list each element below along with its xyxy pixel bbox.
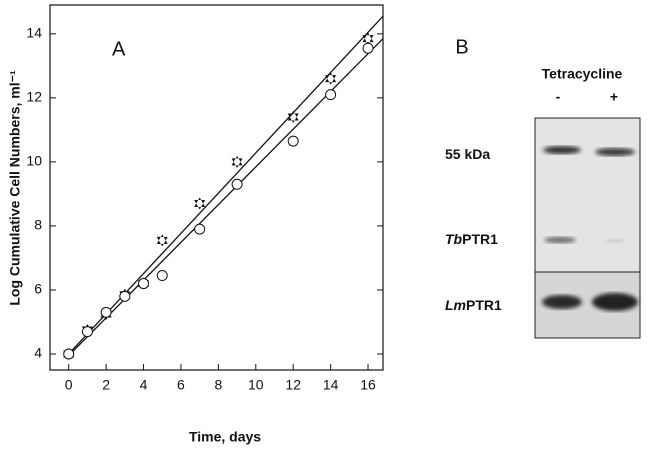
x-tick-label: 10 bbox=[248, 377, 264, 393]
x-tick-label: 0 bbox=[65, 377, 73, 393]
y-tick-label: 12 bbox=[26, 89, 42, 105]
y-axis-label: Log Cumulative Cell Numbers, ml⁻¹ bbox=[7, 70, 23, 306]
y-tick-label: 6 bbox=[34, 281, 42, 297]
lane-label: - bbox=[556, 89, 561, 105]
marker bbox=[362, 42, 374, 54]
y-tick-label: 10 bbox=[26, 153, 42, 169]
marker bbox=[81, 326, 93, 338]
x-tick-label: 14 bbox=[323, 377, 339, 393]
blot-image bbox=[534, 117, 641, 339]
x-tick-label: 4 bbox=[140, 377, 148, 393]
panel-label: B bbox=[455, 36, 468, 58]
row-label: LmPTR1 bbox=[445, 297, 502, 313]
x-tick-label: 6 bbox=[177, 377, 185, 393]
marker bbox=[231, 155, 243, 168]
marker bbox=[156, 270, 168, 282]
x-tick-label: 12 bbox=[285, 377, 301, 393]
treatment-label: Tetracycline bbox=[542, 66, 623, 82]
marker bbox=[119, 290, 131, 302]
marker bbox=[194, 223, 206, 235]
marker bbox=[138, 278, 150, 290]
y-tick-label: 8 bbox=[34, 217, 42, 233]
y-tick-label: 4 bbox=[34, 345, 42, 361]
fit-line bbox=[68, 38, 383, 357]
marker bbox=[287, 135, 299, 147]
marker bbox=[156, 234, 168, 247]
panel-label: A bbox=[112, 38, 126, 60]
fit-line bbox=[68, 15, 383, 355]
x-tick-label: 8 bbox=[214, 377, 222, 393]
x-tick-label: 2 bbox=[102, 377, 110, 393]
marker bbox=[325, 72, 337, 85]
row-label: TbPTR1 bbox=[445, 231, 498, 247]
x-tick-label: 16 bbox=[360, 377, 376, 393]
marker bbox=[325, 89, 337, 101]
marker bbox=[362, 32, 374, 45]
marker bbox=[287, 111, 299, 124]
y-tick-label: 14 bbox=[26, 25, 42, 41]
row-label: 55 kDa bbox=[445, 146, 490, 162]
lane-label: + bbox=[610, 89, 618, 105]
marker bbox=[100, 306, 112, 318]
marker bbox=[63, 348, 75, 360]
plot-frame bbox=[49, 4, 384, 371]
marker bbox=[194, 197, 206, 210]
marker bbox=[231, 178, 243, 190]
x-axis-label: Time, days bbox=[189, 429, 261, 445]
